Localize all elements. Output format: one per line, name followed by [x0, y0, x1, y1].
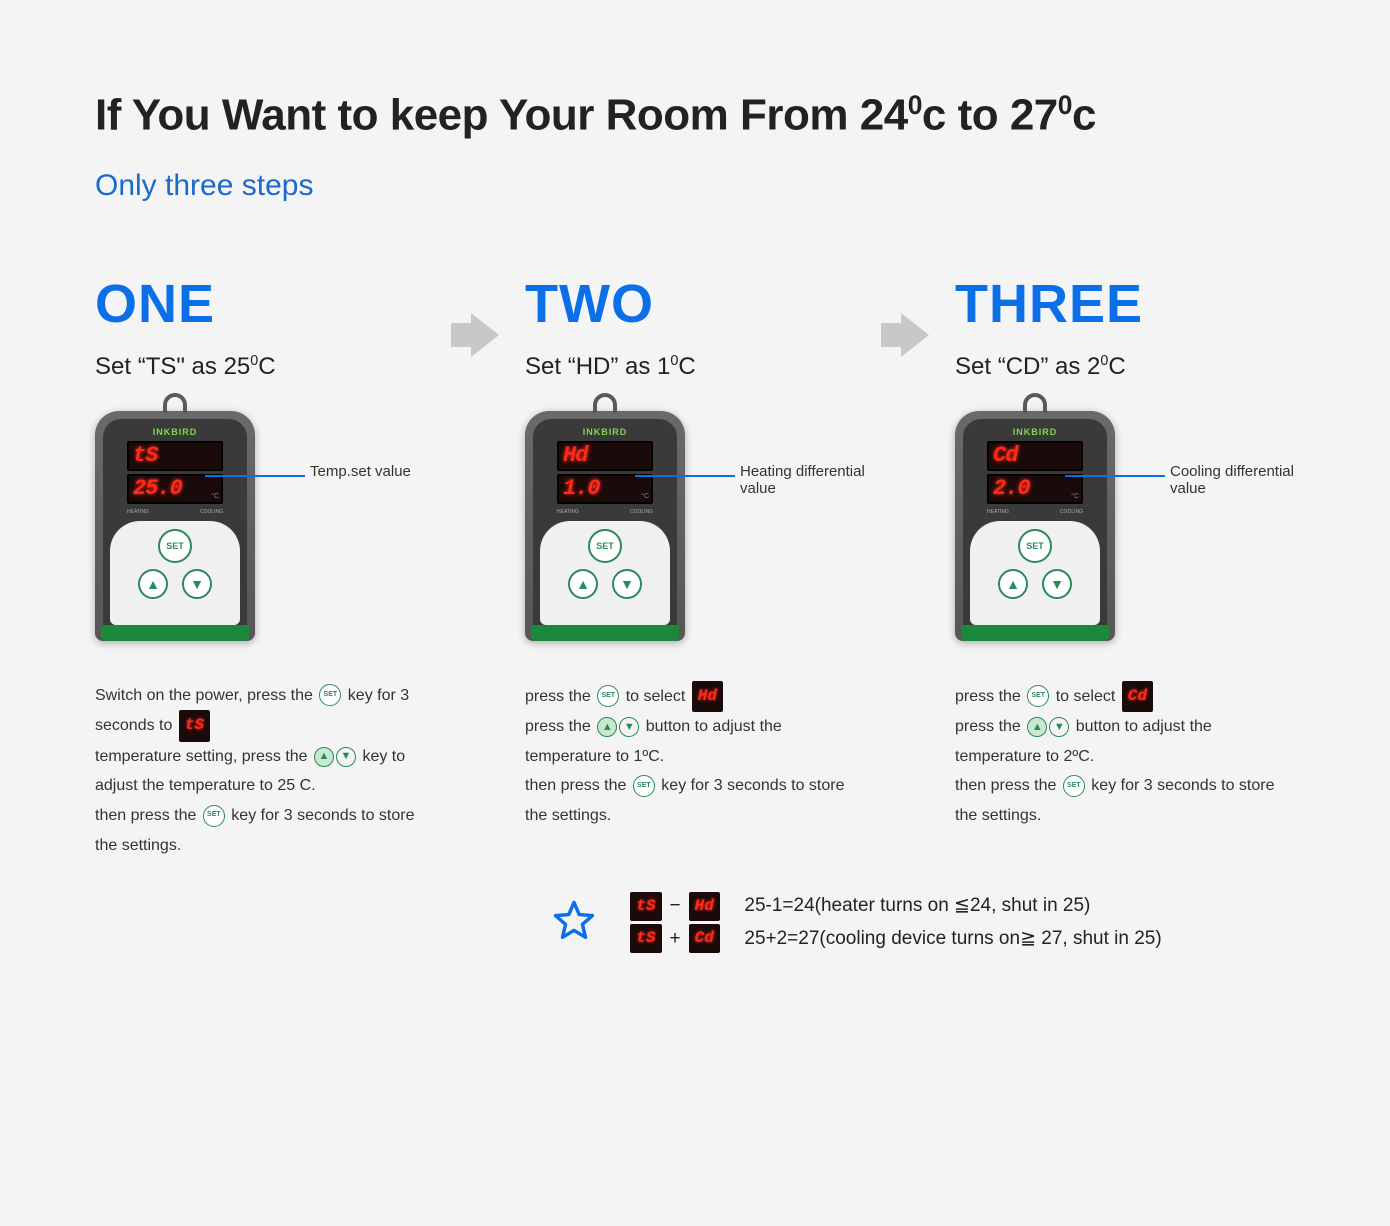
brand-label: INKBIRD: [583, 427, 628, 437]
down-button-icon: ▼: [612, 569, 642, 599]
callout-line-1: [205, 475, 305, 477]
steps-header-row: ONE Set “TS" as 250C TWO Set “HD” as 10C…: [95, 273, 1295, 381]
title-part2: c to 27: [922, 91, 1058, 140]
step-num-2: TWO: [525, 273, 875, 335]
title-part1: If You Want to keep Your Room From 24: [95, 91, 908, 140]
device-col-1: INKBIRD tS 25.0°C HEATINGCOOLING SET ▲ ▼…: [95, 411, 445, 641]
down-button-icon: ▼: [1042, 569, 1072, 599]
arrow-2: [875, 273, 955, 357]
set-button-icon: SET: [1018, 529, 1052, 563]
device-3: INKBIRD Cd 2.0°C HEATINGCOOLING SET ▲ ▼: [955, 411, 1115, 641]
callout-1: Temp.set value: [310, 463, 411, 480]
step-header-3: THREE Set “CD” as 20C: [955, 273, 1305, 381]
lcd-icon: tS: [630, 924, 661, 953]
up-button-icon: ▲: [998, 569, 1028, 599]
lcd-icon: tS: [179, 710, 210, 742]
green-strip: [101, 625, 249, 641]
callout-line-3: [1065, 475, 1165, 477]
step-num-1: ONE: [95, 273, 445, 335]
set-button-icon: SET: [588, 529, 622, 563]
lcd-icon: tS: [630, 892, 661, 921]
lcd-icon: Hd: [692, 681, 723, 713]
instructions-row: Switch on the power, press the SET key f…: [95, 681, 1295, 861]
device-1: INKBIRD tS 25.0°C HEATINGCOOLING SET ▲ ▼: [95, 411, 255, 641]
status-row: HEATINGCOOLING: [557, 509, 653, 515]
arrow-buttons-icon: ▲▼: [1027, 717, 1069, 737]
set-icon: SET: [633, 775, 655, 797]
green-strip: [961, 625, 1109, 641]
title-part3: c: [1072, 91, 1096, 140]
green-strip: [531, 625, 679, 641]
device-2: INKBIRD Hd 1.0°C HEATINGCOOLING SET ▲ ▼: [525, 411, 685, 641]
instr-3: press the SET to select Cd press the ▲▼ …: [955, 681, 1305, 861]
footer-line-2: tS + Cd 25+2=27(cooling device turns on≧…: [628, 923, 1161, 955]
main-title: If You Want to keep Your Room From 240c …: [95, 90, 1295, 141]
brand-label: INKBIRD: [1013, 427, 1058, 437]
set-icon: SET: [1063, 775, 1085, 797]
lcd-top-3: Cd: [987, 441, 1083, 471]
device-col-3: INKBIRD Cd 2.0°C HEATINGCOOLING SET ▲ ▼ …: [955, 411, 1305, 641]
device-controls: SET ▲ ▼: [540, 521, 670, 625]
instr-1: Switch on the power, press the SET key f…: [95, 681, 445, 861]
lcd-top-2: Hd: [557, 441, 653, 471]
brand-label: INKBIRD: [153, 427, 198, 437]
set-button-icon: SET: [158, 529, 192, 563]
arrow-buttons-icon: ▲▼: [314, 747, 356, 767]
callout-2: Heating differential value: [740, 463, 875, 497]
set-icon: SET: [203, 805, 225, 827]
hook-icon: [1023, 393, 1047, 413]
set-icon: SET: [1027, 685, 1049, 707]
arrow-1: [445, 273, 525, 357]
hook-icon: [593, 393, 617, 413]
footer: tS − Hd 25-1=24(heater turns on ≦24, shu…: [95, 890, 1295, 955]
step-header-1: ONE Set “TS" as 250C: [95, 273, 445, 381]
callout-3: Cooling differential value: [1170, 463, 1305, 497]
step-set-1: Set “TS" as 250C: [95, 353, 445, 381]
lcd-icon: Hd: [689, 892, 720, 921]
lcd-icon: Cd: [689, 924, 720, 953]
footer-line-1: tS − Hd 25-1=24(heater turns on ≦24, shu…: [628, 890, 1161, 922]
step-header-2: TWO Set “HD” as 10C: [525, 273, 875, 381]
device-controls: SET ▲ ▼: [110, 521, 240, 625]
down-button-icon: ▼: [182, 569, 212, 599]
footer-lines: tS − Hd 25-1=24(heater turns on ≦24, shu…: [628, 890, 1161, 955]
devices-row: INKBIRD tS 25.0°C HEATINGCOOLING SET ▲ ▼…: [95, 411, 1295, 641]
lcd-bottom-1: 25.0°C: [127, 474, 223, 504]
set-icon: SET: [597, 685, 619, 707]
device-controls: SET ▲ ▼: [970, 521, 1100, 625]
set-icon: SET: [319, 684, 341, 706]
lcd-top-1: tS: [127, 441, 223, 471]
step-set-3: Set “CD” as 20C: [955, 353, 1305, 381]
callout-line-2: [635, 475, 735, 477]
lcd-icon: Cd: [1122, 681, 1153, 713]
instr-2: press the SET to select Hd press the ▲▼ …: [525, 681, 875, 861]
lcd-bottom-3: 2.0°C: [987, 474, 1083, 504]
hook-icon: [163, 393, 187, 413]
up-button-icon: ▲: [138, 569, 168, 599]
device-col-2: INKBIRD Hd 1.0°C HEATINGCOOLING SET ▲ ▼ …: [525, 411, 875, 641]
lcd-bottom-2: 1.0°C: [557, 474, 653, 504]
up-button-icon: ▲: [568, 569, 598, 599]
arrow-buttons-icon: ▲▼: [597, 717, 639, 737]
status-row: HEATINGCOOLING: [127, 509, 223, 515]
status-row: HEATINGCOOLING: [987, 509, 1083, 515]
step-set-2: Set “HD” as 10C: [525, 353, 875, 381]
step-num-3: THREE: [955, 273, 1305, 335]
subtitle: Only three steps: [95, 169, 1295, 203]
star-icon: [548, 897, 600, 949]
